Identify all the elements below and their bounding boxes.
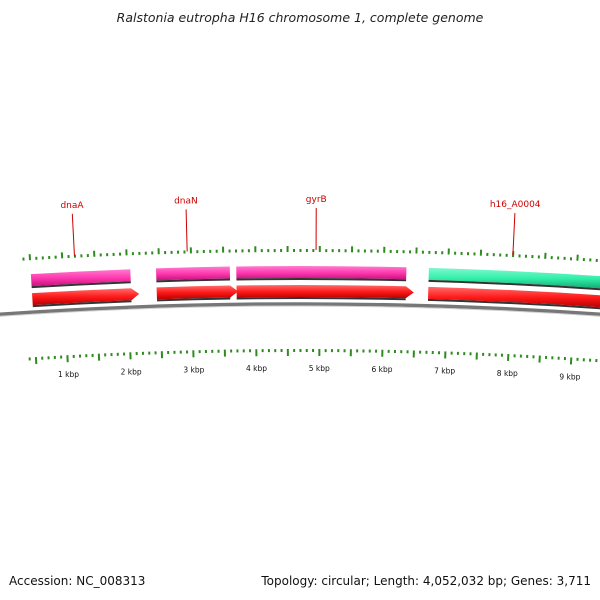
gene-label-gyrB: gyrB xyxy=(306,195,327,205)
gene-feature-dnaN xyxy=(155,266,231,281)
map-title: Ralstonia eutropha H16 chromosome 1, com… xyxy=(116,10,484,25)
scale-label: 2 kbp xyxy=(121,367,142,376)
gene-label-layer: dnaA dnaN gyrB h16_A0004 xyxy=(60,195,541,256)
gene-label-dnaN: dnaN xyxy=(174,196,198,206)
gene-leader-line xyxy=(512,213,516,256)
outer-tick-ring xyxy=(22,246,598,262)
cds-arrow-dnaN xyxy=(156,285,239,300)
gene-feature-h16_A0004 xyxy=(428,267,600,289)
gene-feature-edge-h16_A0004 xyxy=(428,279,600,291)
gene-leader-line xyxy=(71,213,75,256)
cds-arrow-edge-dnaA xyxy=(32,300,132,308)
cds-arrow-edge-gyrB xyxy=(236,296,406,301)
gene-feature-edge-gyrB xyxy=(236,277,407,282)
gene-label-h16_A0004: h16_A0004 xyxy=(490,200,541,210)
gene-feature-edge-dnaA xyxy=(31,281,131,289)
cds-arrow-gyrB xyxy=(236,284,414,299)
scale-label: 7 kbp xyxy=(434,366,455,375)
scale-label: 1 kbp xyxy=(58,370,79,379)
scale-label: 9 kbp xyxy=(559,372,580,381)
gene-feature-edge-dnaN xyxy=(156,278,231,283)
feature-track xyxy=(30,265,600,291)
backbone-ring xyxy=(0,302,600,317)
scale-label: 4 kbp xyxy=(246,364,267,373)
scale-label: 5 kbp xyxy=(309,364,330,373)
inner-tick-ring xyxy=(28,348,598,365)
scale-label: 3 kbp xyxy=(183,365,204,374)
scale-label: 8 kbp xyxy=(497,369,518,378)
backbone-arc xyxy=(0,302,600,317)
backbone-shadow-arc xyxy=(0,305,600,317)
cds-arrow-edge-dnaN xyxy=(156,297,231,302)
accession-text: Accession: NC_008313 xyxy=(9,574,146,588)
cds-arrow-edge-h16_A0004 xyxy=(427,298,600,310)
gene-label-dnaA: dnaA xyxy=(60,201,84,211)
gene-feature-gyrB xyxy=(236,265,407,280)
cds-arrow-dnaA xyxy=(32,288,140,306)
scale-label-layer: 1 kbp 2 kbp 3 kbp 4 kbp 5 kbp 6 kbp 7 kbp 8 kbp… xyxy=(58,364,581,381)
genome-summary-text: Topology: circular; Length: 4,052,032 bp… xyxy=(261,574,591,588)
cds-arrow-h16_A0004 xyxy=(428,286,600,308)
gene-leader-line xyxy=(185,209,188,252)
scale-label: 6 kbp xyxy=(371,365,392,374)
cds-track xyxy=(32,284,600,310)
gene-feature-dnaA xyxy=(30,269,131,287)
